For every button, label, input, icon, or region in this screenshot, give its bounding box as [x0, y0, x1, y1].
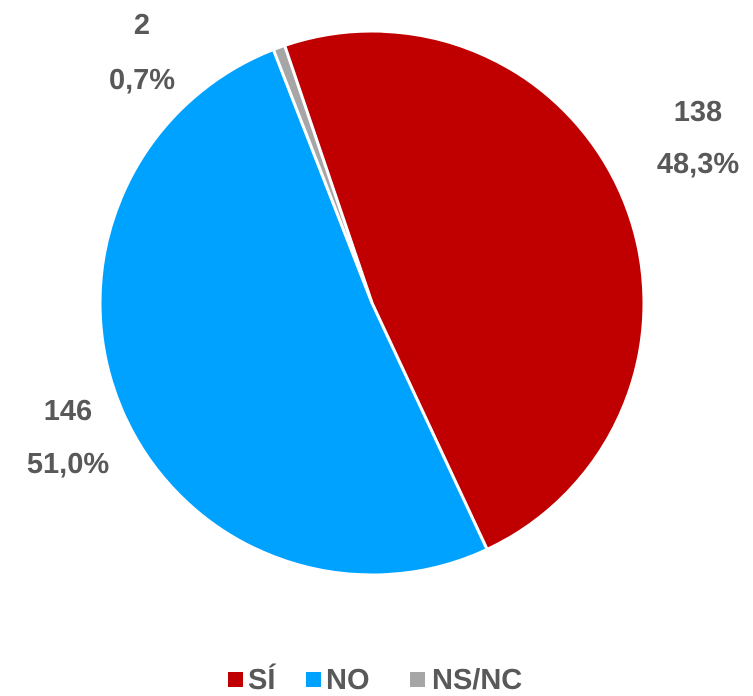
legend: SÍ NO NS/NC	[228, 662, 522, 696]
pie-slices	[98, 29, 646, 577]
data-label-si-percent: 48,3%	[657, 148, 739, 180]
data-label-no-value: 146	[44, 395, 92, 427]
data-label-no-percent: 51,0%	[27, 448, 109, 480]
pie-slice-nsnc	[271, 43, 374, 305]
legend-swatch-no	[306, 672, 321, 687]
legend-label-nsnc: NS/NC	[432, 664, 522, 696]
pie-slice-si	[283, 29, 646, 551]
legend-label-no: NO	[326, 664, 370, 696]
data-label-nsnc-value: 2	[134, 9, 150, 41]
data-label-nsnc-percent: 0,7%	[109, 64, 175, 96]
legend-label-si: SÍ	[248, 662, 276, 696]
data-label-si: 138 48,3%	[657, 96, 739, 180]
data-label-si-value: 138	[674, 96, 722, 128]
data-label-nsnc: 2 0,7%	[109, 9, 175, 96]
legend-swatch-nsnc	[410, 672, 425, 687]
legend-swatch-si	[228, 672, 243, 687]
pie-slice-no	[98, 48, 489, 577]
data-label-no: 146 51,0%	[27, 395, 109, 480]
